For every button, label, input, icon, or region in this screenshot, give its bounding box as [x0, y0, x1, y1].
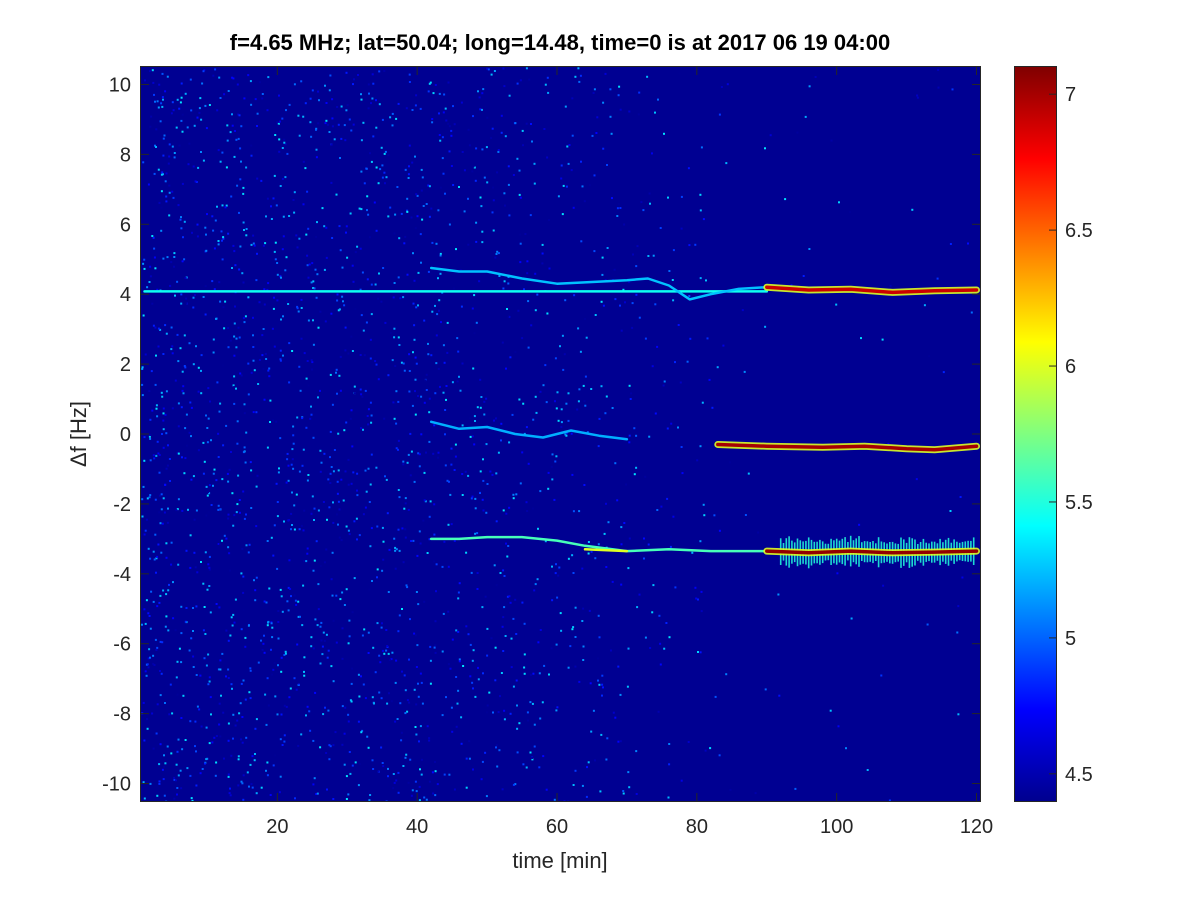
x-tick-label: 40: [406, 816, 428, 838]
colorbar-tick-label: 4.5: [1065, 764, 1093, 786]
colorbar-tick-label: 5: [1065, 628, 1076, 650]
trace-3-segment-1: [429, 420, 629, 441]
colorbar-tick-label: 6.5: [1065, 220, 1093, 242]
x-tick-label: 100: [820, 816, 853, 838]
trace-3-segment-2: [716, 442, 979, 452]
y-tick-label: 6: [120, 214, 131, 236]
heatmap: [141, 67, 980, 801]
y-tick-label: -10: [102, 774, 131, 796]
colorbar: 4.5 5 5.5 6 6.5 7: [1014, 66, 1093, 802]
y-axis-label: Δf [Hz]: [66, 401, 91, 467]
y-tick-label: -6: [113, 634, 131, 656]
x-tick-label: 120: [960, 816, 993, 838]
y-tick-label: 4: [120, 284, 131, 306]
x-tick-label: 80: [686, 816, 708, 838]
colorbar-tick-label: 7: [1065, 84, 1076, 106]
x-tick-label: 60: [546, 816, 568, 838]
x-axis-label: time [min]: [512, 848, 607, 873]
trace-4-segment-2: [583, 548, 629, 553]
y-axis: -10 -8 -6 -4 -2 0 2 4 6 8 10: [102, 74, 980, 796]
colorbar-gradient: [1014, 67, 1056, 801]
y-tick-label: 8: [120, 144, 131, 166]
chart-title: f=4.65 MHz; lat=50.04; long=14.48, time=…: [230, 30, 890, 55]
trace-2-segment-2: [765, 285, 979, 295]
colorbar-tick-label: 5.5: [1065, 492, 1093, 514]
y-tick-label: -2: [113, 494, 131, 516]
trace-4-segment-3: [765, 549, 979, 555]
trace-2: [429, 266, 980, 301]
heatmap-noise: [141, 67, 973, 801]
x-axis: 20 40 60 80 100 120: [266, 67, 993, 838]
trace-2-segment-1: [429, 266, 769, 301]
plot-frame: [140, 66, 981, 802]
trace-4-segment-1: [429, 535, 769, 553]
colorbar-tick-label: 6: [1065, 356, 1076, 378]
trace-3: [429, 420, 980, 454]
colorbar-ticks: 4.5 5 5.5 6 6.5 7: [1049, 84, 1093, 786]
trace-4: [429, 535, 980, 557]
y-tick-label: -4: [113, 564, 131, 586]
colorbar-frame: [1014, 66, 1057, 802]
y-tick-label: 10: [109, 74, 131, 96]
y-tick-label: -8: [113, 704, 131, 726]
y-tick-label: 0: [120, 424, 131, 446]
x-tick-label: 20: [266, 816, 288, 838]
y-tick-label: 2: [120, 354, 131, 376]
